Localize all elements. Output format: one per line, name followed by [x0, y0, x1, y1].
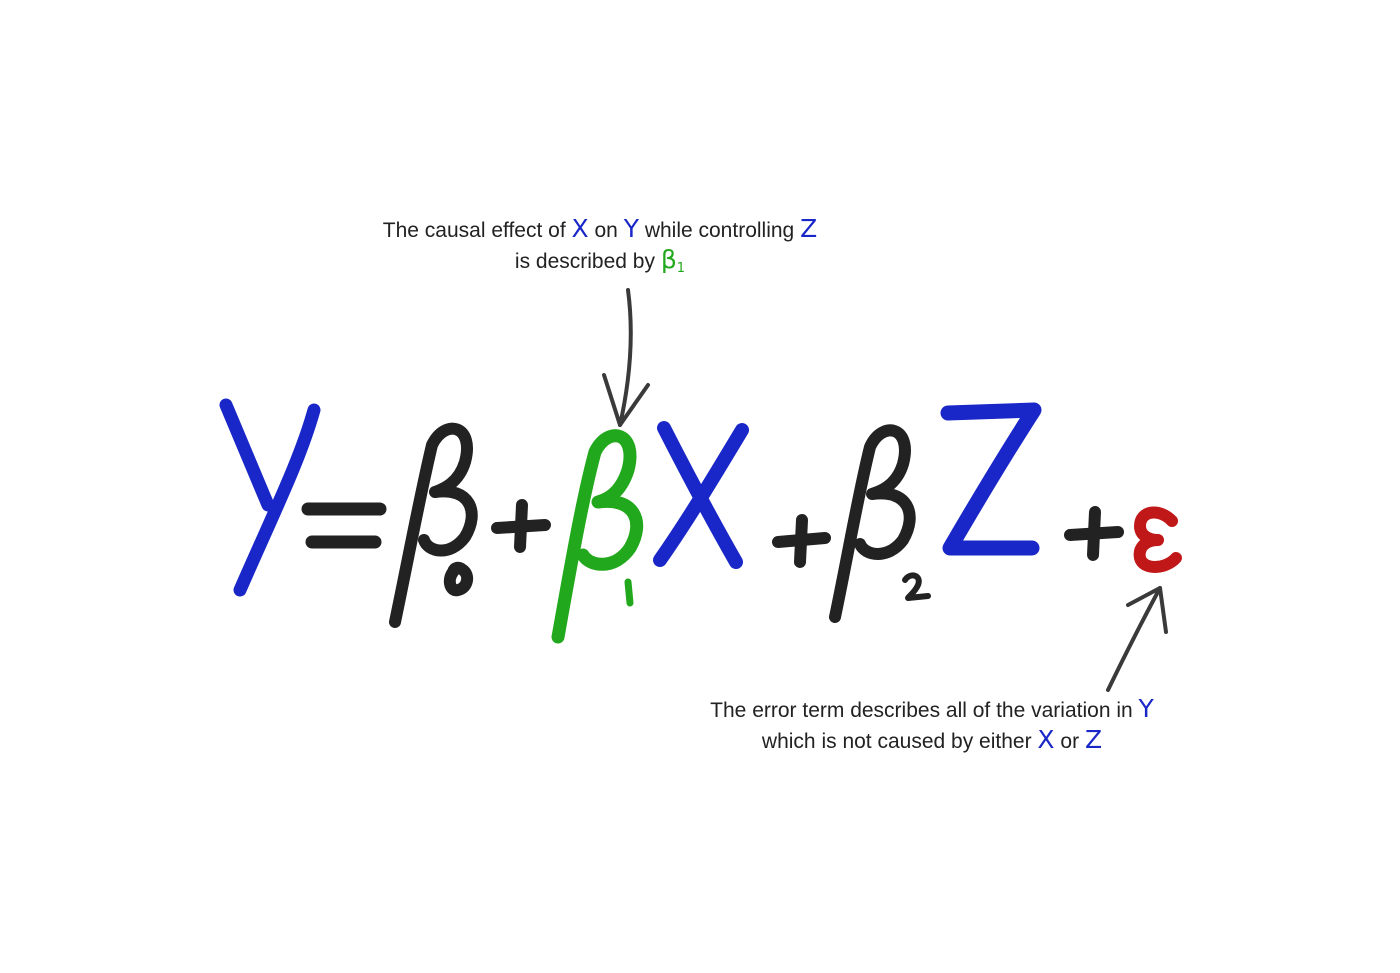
equation-z — [940, 402, 1042, 556]
error-annotation-line2: which is not caused by either X or Z — [652, 725, 1212, 756]
beta-subscript: 1 — [676, 261, 686, 276]
beta1-subscript — [624, 578, 634, 607]
error-term-annotation: The error term describes all of the vari… — [652, 694, 1212, 756]
x-symbol: X — [1037, 725, 1055, 754]
error-annotation-line1: The error term describes all of the vari… — [652, 694, 1212, 725]
top-arrow-icon — [602, 288, 650, 427]
epsilon-symbol — [1133, 506, 1182, 573]
plus-sign — [1064, 506, 1124, 561]
equation-x — [653, 421, 749, 569]
beta1-annotation-line2: is described by β1 — [340, 245, 860, 283]
beta-symbol: β — [660, 245, 677, 274]
beta1-annotation: The causal effect of X on Y while contro… — [340, 214, 860, 283]
annotation-text: The error term describes all of the vari… — [710, 699, 1133, 722]
beta1-annotation-line1: The causal effect of X on Y while contro… — [340, 214, 860, 245]
y-symbol: Y — [623, 214, 639, 243]
y-symbol: Y — [1138, 694, 1154, 723]
annotation-text: or — [1060, 730, 1080, 753]
plus-sign — [491, 499, 551, 553]
equation-y — [219, 398, 321, 597]
annotation-text: The causal effect of — [382, 219, 566, 242]
beta1-symbol: β1 — [660, 245, 686, 276]
annotation-text: while controlling — [644, 219, 795, 242]
x-symbol: X — [571, 214, 589, 243]
z-symbol: Z — [1084, 725, 1103, 754]
annotation-text: which is not caused by either — [761, 730, 1032, 753]
equals-sign — [301, 502, 387, 549]
z-symbol: Z — [800, 214, 818, 243]
beta2-symbol — [829, 424, 916, 623]
beta1-symbol — [551, 429, 644, 644]
bottom-arrow-icon — [1106, 586, 1168, 692]
beta0-symbol — [389, 422, 478, 628]
beta2-subscript — [902, 572, 931, 601]
plus-sign — [772, 514, 831, 568]
annotation-text: on — [594, 219, 618, 242]
annotation-text: is described by — [514, 250, 655, 273]
